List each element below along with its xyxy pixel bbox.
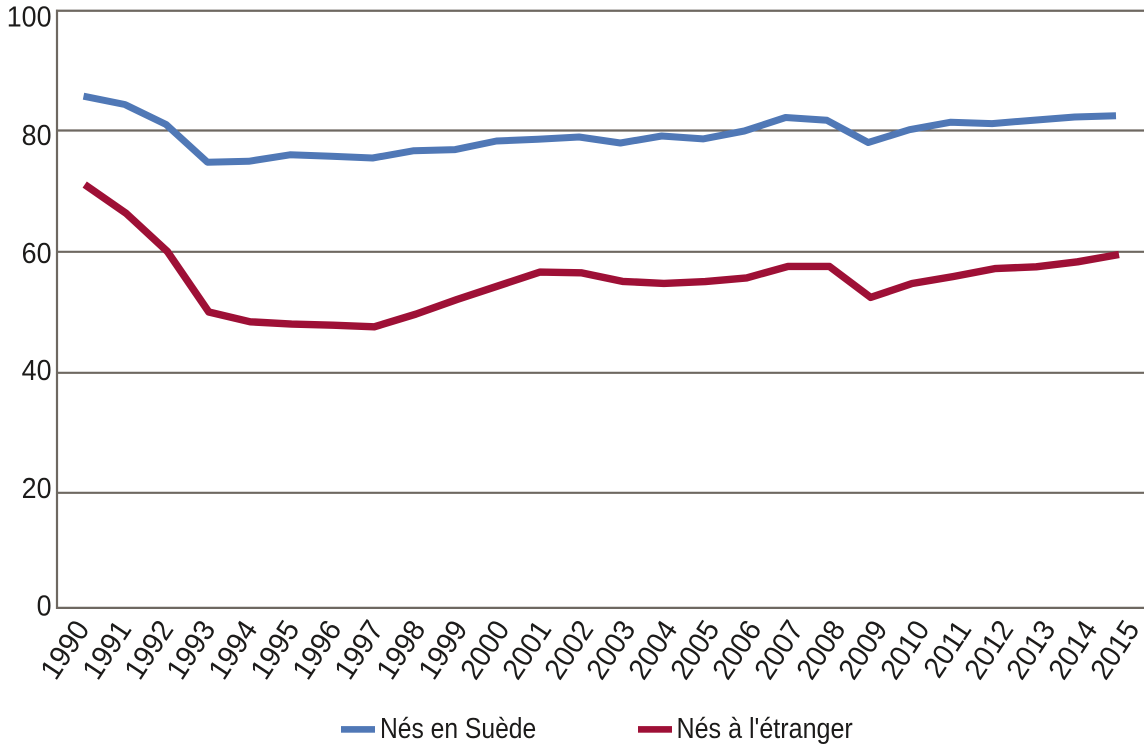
svg-text:20: 20 [22, 472, 52, 504]
svg-text:100: 100 [7, 0, 52, 32]
svg-text:0: 0 [37, 590, 52, 622]
svg-text:60: 60 [22, 237, 52, 269]
svg-text:2015: 2015 [1084, 615, 1144, 686]
svg-text:Nés en Suède: Nés en Suède [380, 712, 536, 744]
svg-text:80: 80 [22, 119, 52, 151]
svg-text:Nés à l'étranger: Nés à l'étranger [677, 711, 853, 744]
svg-text:40: 40 [22, 354, 52, 386]
